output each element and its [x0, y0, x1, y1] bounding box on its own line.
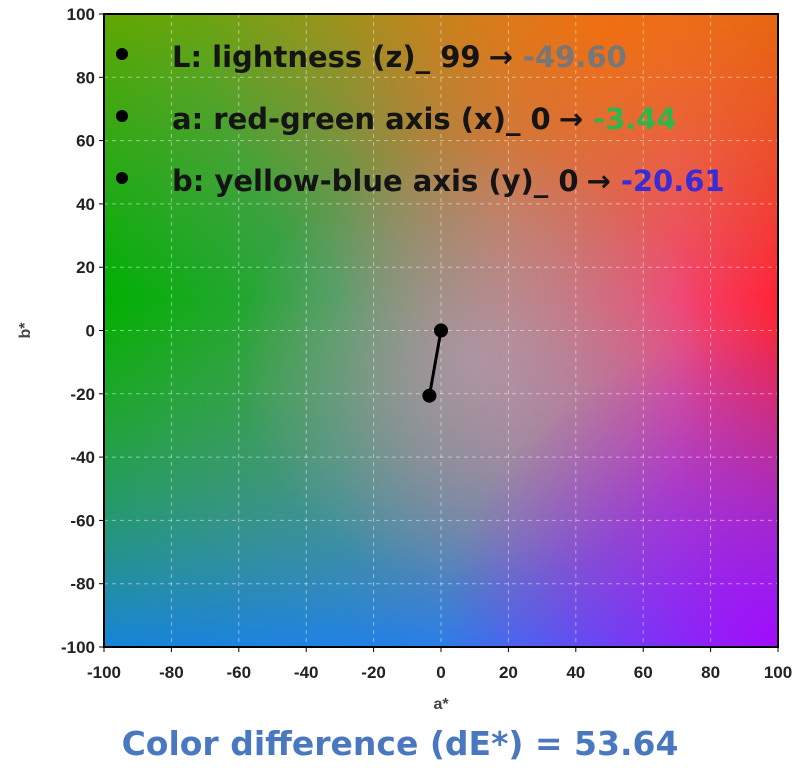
series-line [427, 330, 443, 396]
y-tick-label: -60 [70, 511, 95, 530]
right-arrow-icon: → [488, 40, 513, 74]
data-series [422, 323, 448, 403]
y-tick-label: 0 [86, 322, 95, 341]
grid [104, 14, 778, 647]
lab-chart: -100 -80 -60 -40 -20 0 20 40 60 80 100 -100 -80 -60 -4… [17, 5, 792, 713]
bullet-icon [116, 110, 128, 122]
annotation-label: L: lightness (z)_ 99 [172, 40, 481, 74]
y-tick-label: 100 [67, 5, 95, 24]
x-tick-label: 60 [634, 663, 653, 682]
annotation-red-green: a: red-green axis (x)_ 0 → -3.44 [112, 92, 772, 154]
annotation-value: -20.61 [620, 164, 725, 198]
x-tick-label: -20 [361, 663, 386, 682]
y-tick-label: 20 [76, 258, 95, 277]
annotation-lightness: L: lightness (z)_ 99 → -49.60 [112, 30, 772, 92]
x-tick-label: 100 [764, 663, 792, 682]
bullet-icon [116, 172, 128, 184]
x-tick-label: -40 [294, 663, 319, 682]
x-tick-label: -60 [227, 663, 252, 682]
y-tick-label: 40 [76, 195, 95, 214]
y-tick-label: -20 [70, 385, 95, 404]
y-tick-label: 60 [76, 132, 95, 151]
x-tick-label: -80 [159, 663, 184, 682]
x-tick-label: 80 [701, 663, 720, 682]
x-tick-label: -100 [87, 663, 121, 682]
annotation-yellow-blue: b: yellow-blue axis (y)_ 0 → -20.61 [112, 154, 772, 216]
x-tick-label: 0 [436, 663, 445, 682]
x-tick-label: 20 [499, 663, 518, 682]
y-tick-label: -100 [61, 638, 95, 657]
plot-frame [103, 13, 779, 648]
data-point [434, 323, 448, 338]
y-tick-label: 80 [76, 68, 95, 87]
color-difference-caption: Color difference (dE*) = 53.64 [121, 724, 679, 763]
data-point [422, 388, 437, 403]
tick-labels: -100 -80 -60 -40 -20 0 20 40 60 80 100 -100 -80 -60 -4… [61, 5, 792, 682]
annotation-list: L: lightness (z)_ 99 → -49.60 a: red-green… [112, 30, 772, 216]
bullet-icon [116, 48, 128, 60]
y-tick-label: -80 [70, 575, 95, 594]
y-axis-label: b* [17, 322, 34, 339]
annotation-value: -49.60 [522, 40, 627, 74]
right-arrow-icon: → [586, 164, 611, 198]
annotation-label: b: yellow-blue axis (y)_ 0 [172, 164, 579, 198]
x-tick-label: 40 [566, 663, 585, 682]
right-arrow-icon: → [558, 102, 584, 136]
y-tick-label: -40 [70, 448, 95, 467]
annotation-value: -3.44 [593, 102, 677, 136]
x-axis-label: a* [433, 696, 449, 713]
annotation-label: a: red-green axis (x)_ 0 [172, 102, 551, 136]
